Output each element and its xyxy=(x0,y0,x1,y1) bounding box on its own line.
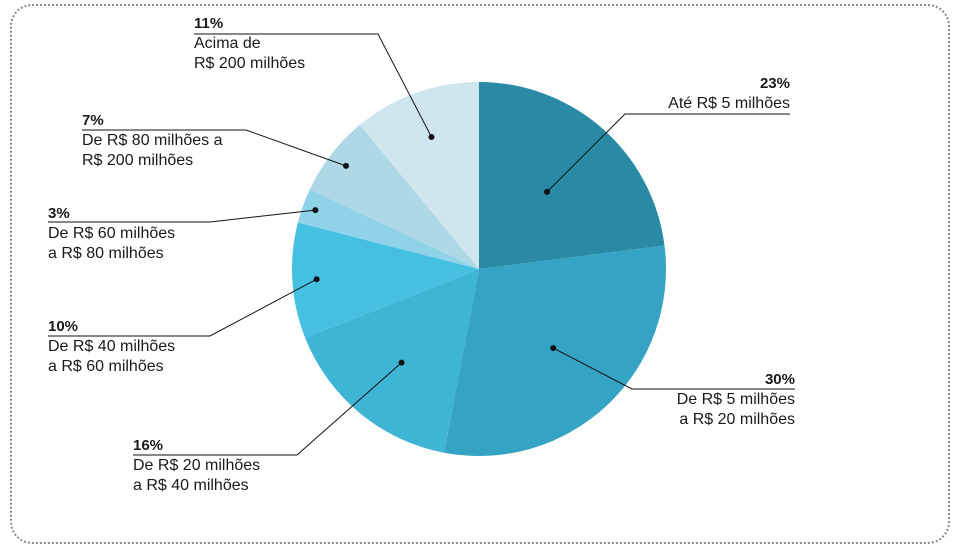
slice-desc-2: De R$ 20 milhões a R$ 40 milhões xyxy=(133,456,333,496)
slice-pct-2: 16% xyxy=(133,436,333,456)
slice-label-1: 30% De R$ 5 milhões a R$ 20 milhões xyxy=(600,370,795,430)
slice-label-6: 11% Acima de R$ 200 milhões xyxy=(194,14,394,74)
slice-pct-5: 7% xyxy=(82,111,282,131)
slice-label-2: 16% De R$ 20 milhões a R$ 40 milhões xyxy=(133,436,333,496)
slice-desc-6: Acima de R$ 200 milhões xyxy=(194,34,394,74)
slice-label-3: 10% De R$ 40 milhões a R$ 60 milhões xyxy=(48,317,248,377)
slice-desc-5: De R$ 80 milhões a R$ 200 milhões xyxy=(82,131,282,171)
slice-desc-4: De R$ 60 milhões a R$ 80 milhões xyxy=(48,224,248,264)
slice-desc-1: De R$ 5 milhões a R$ 20 milhões xyxy=(600,390,795,430)
slice-pct-6: 11% xyxy=(194,14,394,34)
slice-label-4: 3% De R$ 60 milhões a R$ 80 milhões xyxy=(48,204,248,264)
slice-label-5: 7% De R$ 80 milhões a R$ 200 milhões xyxy=(82,111,282,171)
slice-pct-0: 23% xyxy=(600,74,790,94)
slice-desc-0: Até R$ 5 milhões xyxy=(600,94,790,114)
slice-pct-4: 3% xyxy=(48,204,248,224)
slice-pct-1: 30% xyxy=(600,370,795,390)
slice-pct-3: 10% xyxy=(48,317,248,337)
slice-desc-3: De R$ 40 milhões a R$ 60 milhões xyxy=(48,337,248,377)
slice-label-0: 23% Até R$ 5 milhões xyxy=(600,74,790,114)
